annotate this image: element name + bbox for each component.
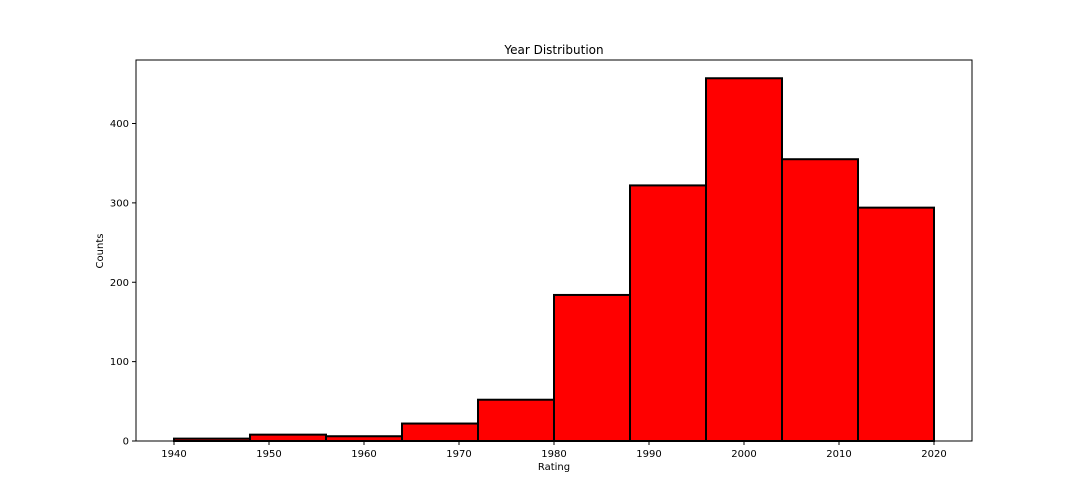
y-tick-label: 0	[123, 437, 129, 448]
bars-group	[173, 77, 935, 443]
x-axis-label: Rating	[538, 462, 570, 473]
x-tick-label: 1990	[636, 449, 661, 460]
histogram-bar	[857, 206, 935, 442]
y-tick-label: 400	[110, 119, 129, 130]
x-tick-label: 1980	[541, 449, 566, 460]
y-tick-label: 300	[110, 198, 129, 209]
histogram-bar	[781, 158, 859, 442]
x-tick-label: 1940	[161, 449, 186, 460]
y-axis-label: Counts	[95, 234, 106, 269]
y-tick-label: 100	[110, 357, 129, 368]
histogram-bar	[325, 435, 403, 442]
x-tick-label: 1960	[351, 449, 376, 460]
x-tick-label: 2010	[826, 449, 851, 460]
y-tick-label: 200	[110, 278, 129, 289]
histogram-bar	[401, 422, 479, 443]
histogram-bar	[477, 398, 555, 443]
x-tick-label: 1950	[256, 449, 281, 460]
x-tick-label: 1970	[446, 449, 471, 460]
histogram-bar	[629, 184, 707, 442]
histogram-bar	[553, 293, 631, 443]
chart-title: Year Distribution	[503, 43, 603, 57]
x-axis-ticks: 1940 1950 1960 1970 1980 1990 2000 2010 2020	[161, 441, 947, 460]
histogram-bar	[249, 433, 327, 442]
x-tick-label: 2020	[921, 449, 946, 460]
y-axis-ticks: 0 100 200 300 400	[110, 119, 136, 448]
x-tick-label: 2000	[731, 449, 756, 460]
histogram-bar	[705, 77, 783, 442]
